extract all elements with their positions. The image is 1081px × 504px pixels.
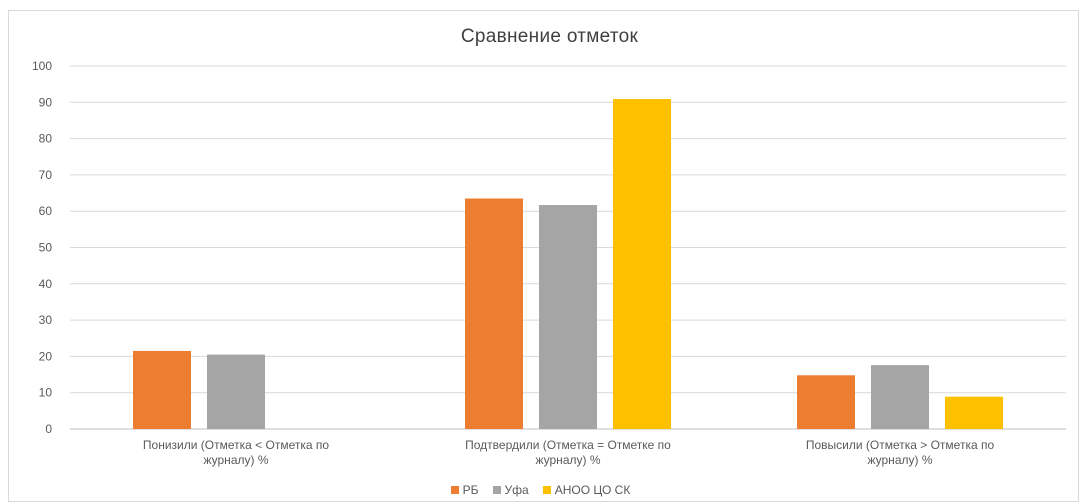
y-tick-label: 40 — [39, 277, 53, 291]
y-tick-label: 0 — [45, 422, 52, 436]
x-category-label: журналу) % — [867, 453, 932, 467]
y-tick-label: 100 — [32, 59, 52, 73]
legend-label: РБ — [462, 483, 479, 497]
legend-item: АНОО ЦО СК — [542, 483, 631, 497]
chart-title: Сравнение отметок — [460, 26, 639, 47]
legend-label: Уфа — [504, 483, 529, 497]
legend: РБ Уфа АНОО ЦО СК — [0, 483, 1081, 497]
bar — [871, 365, 929, 429]
x-category-label: журналу) % — [203, 453, 268, 467]
bars — [133, 99, 1003, 430]
y-tick-label: 70 — [39, 168, 53, 182]
x-category-label: Повысили (Отметка > Отметка по — [806, 438, 995, 452]
y-tick-label: 20 — [39, 349, 53, 363]
bar — [207, 354, 265, 429]
legend-item: Уфа — [492, 483, 529, 497]
bar — [613, 99, 671, 430]
legend-swatch — [450, 486, 459, 494]
legend-item: РБ — [450, 483, 479, 497]
chart-plot: 0 10 20 30 40 50 60 70 80 90 100 Понизили (Отметка… — [32, 59, 1066, 467]
x-category-label: Подтвердили (Отметка = Отметке по — [465, 438, 671, 452]
y-tick-label: 50 — [39, 241, 53, 255]
y-tick-label: 90 — [39, 95, 53, 109]
x-category-label: Понизили (Отметка < Отметка по — [143, 438, 329, 452]
bar — [465, 198, 523, 429]
bar — [797, 375, 855, 429]
legend-swatch — [492, 486, 501, 494]
legend-label: АНОО ЦО СК — [554, 483, 631, 497]
x-category-label: журналу) % — [535, 453, 600, 467]
y-tick-label: 80 — [39, 132, 53, 146]
bar — [945, 396, 1003, 429]
y-tick-label: 30 — [39, 313, 53, 327]
bar — [539, 205, 597, 429]
y-tick-label: 10 — [39, 386, 53, 400]
y-tick-label: 60 — [39, 204, 53, 218]
y-axis-ticks: 0 10 20 30 40 50 60 70 80 90 100 — [32, 59, 52, 436]
legend-swatch — [542, 486, 551, 494]
bar — [133, 350, 191, 429]
